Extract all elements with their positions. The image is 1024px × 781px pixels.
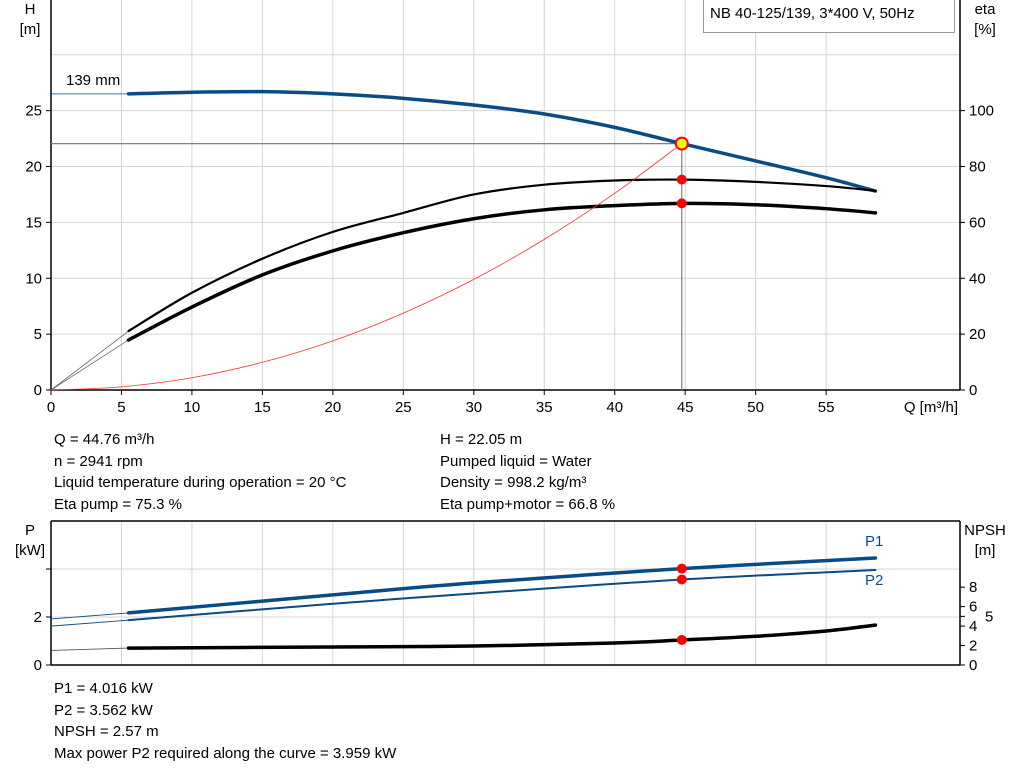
eta_pump_motor-extrapolated-line [50, 339, 129, 391]
NPSH-extrapolated-line [50, 647, 129, 651]
x-tick-label: 20 [325, 399, 342, 416]
y-right-tick-label: 4 [969, 618, 977, 635]
y-right-tick-label: 0 [969, 382, 977, 399]
info-top-right: H = 22.05 m Pumped liquid = Water Densit… [440, 429, 615, 515]
y-left-axis-label: [m] [20, 21, 41, 38]
y-right-axis-label: NPSH [964, 522, 1006, 539]
x-tick-label: 30 [465, 399, 482, 416]
info-eta-pump: Eta pump = 75.3 % [54, 495, 182, 513]
x-tick-label: 35 [536, 399, 553, 416]
y-right-tick-label: 0 [969, 657, 977, 674]
y-right-axis-label: [%] [974, 21, 996, 38]
P2-label: P2 [865, 572, 883, 589]
y-left-axis-label: H [25, 1, 36, 18]
eta_pump_motor-curve [126, 201, 878, 342]
npsh-marker [676, 634, 687, 645]
head-efficiency-chart: 0 5 10 15 20 25 0 20 40 60 80 100 0 5 10 15 20 25 30 35 40 45… [20, 0, 997, 416]
y-left-tick-label: 20 [25, 159, 42, 176]
x-tick-label: 45 [677, 399, 694, 416]
y-left-axis-label: P [25, 522, 35, 539]
x-axis-label: Q [m³/h] [904, 399, 958, 416]
info-density: Density = 998.2 kg/m³ [440, 474, 587, 491]
P2-curve [127, 568, 877, 622]
info-max-power: Max power P2 required along the curve = … [54, 744, 397, 762]
p1-marker [676, 563, 687, 574]
x-tick-label: 0 [47, 399, 55, 416]
x-tick-label: 55 [818, 399, 835, 416]
y-right-tick-label: 80 [969, 159, 986, 176]
y-right-tick-label: 2 [969, 638, 977, 655]
pump-legend-text: NB 40-125/139, 3*400 V, 50Hz [710, 5, 915, 22]
duty-point-marker [674, 136, 689, 151]
y-left-tick-label: 25 [25, 103, 42, 120]
eta_pump-extrapolated-line [50, 330, 129, 391]
info-pumped-liquid: Pumped liquid = Water [440, 452, 592, 470]
info-npsh: NPSH = 2.57 m [54, 723, 159, 740]
y-left-axis-label: [kW] [15, 542, 45, 559]
y-right-tick-label: 100 [969, 103, 994, 120]
P2-extrapolated-line [50, 619, 129, 627]
y-right-tick-label: 20 [969, 326, 986, 343]
y-left-tick-label: 0 [34, 657, 42, 674]
eta-pump-marker [676, 174, 687, 185]
NPSH-curve [126, 623, 878, 650]
info-p2: P2 = 3.562 kW [54, 701, 153, 719]
eta_pump-curve [127, 178, 877, 333]
y-right-axis-label: eta [975, 1, 997, 18]
head-curve [126, 89, 878, 193]
x-tick-label: 25 [395, 399, 412, 416]
system-curve [50, 143, 683, 391]
y-left-tick-label: 10 [25, 270, 42, 287]
info-bottom: P1 = 4.016 kW P2 = 3.562 kW NPSH = 2.57 … [54, 678, 396, 764]
info-liquid-temperature: Liquid temperature during operation = 20… [54, 474, 347, 491]
power-npsh-chart: 0 2 0 2 456 8 P [kW] NPSH [m] P1 P2 [15, 520, 1006, 674]
x-tick-label: 5 [117, 399, 125, 416]
x-tick-label: 40 [606, 399, 623, 416]
info-flow: Q = 44.76 m³/h [54, 431, 155, 448]
p2-marker [676, 574, 687, 585]
y-left-tick-label: 5 [34, 326, 42, 343]
pump-legend: NB 40-125/139, 3*400 V, 50Hz [703, 0, 955, 33]
y-right-tick-label: 60 [969, 214, 986, 231]
y-right-axis-label: [m] [975, 542, 996, 559]
info-p1: P1 = 4.016 kW [54, 680, 153, 697]
info-eta-pump-motor: Eta pump+motor = 66.8 % [440, 495, 616, 513]
y-right-tick-label: 8 [969, 579, 977, 596]
info-top-left: Q = 44.76 m³/h n = 2941 rpm Liquid tempe… [54, 429, 346, 515]
x-tick-label: 15 [254, 399, 271, 416]
y-left-tick-label: 15 [25, 214, 42, 231]
P1-label: P1 [865, 533, 883, 550]
y-right-tick-label: 6 [969, 599, 977, 616]
y-right-tick-label: 5 [985, 608, 993, 625]
info-head: H = 22.05 m [440, 431, 523, 448]
eta-pump-motor-marker [676, 198, 687, 209]
y-right-tick-label: 40 [969, 270, 986, 287]
info-speed: n = 2941 rpm [54, 452, 143, 470]
y-left-tick-label: 2 [34, 609, 42, 626]
x-tick-label: 10 [184, 399, 201, 416]
impeller-diameter-label: 139 mm [66, 72, 120, 89]
P1-curve [126, 556, 878, 615]
x-tick-label: 50 [747, 399, 764, 416]
P1-extrapolated-line [50, 612, 129, 620]
y-left-tick-label: 0 [34, 382, 42, 399]
